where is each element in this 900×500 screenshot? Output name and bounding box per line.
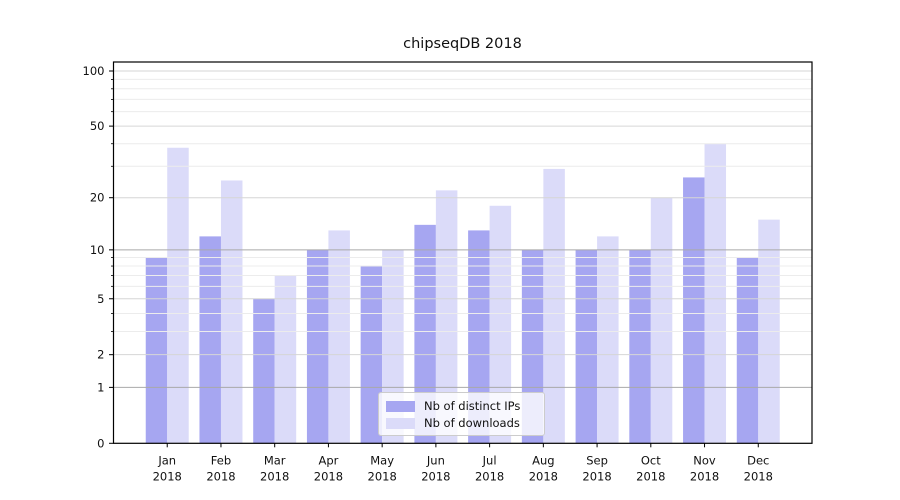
x-tick-label-year: 2018 — [636, 469, 665, 483]
x-tick-label-month: Jan — [157, 453, 176, 467]
bar-jul-distinct-ips — [468, 230, 490, 444]
bar-oct-distinct-ips — [629, 249, 651, 444]
x-tick-label-year: 2018 — [475, 469, 504, 483]
bar-mar-downloads — [274, 275, 297, 444]
bar-aug-downloads — [543, 168, 565, 444]
y-tick-label: 0 — [97, 436, 104, 450]
x-tick-label-year: 2018 — [368, 469, 397, 483]
x-tick-label-month: Dec — [747, 453, 769, 467]
legend-label-distinct-ips: Nb of distinct IPs — [424, 399, 521, 413]
x-tick-label-month: Apr — [318, 453, 338, 467]
x-tick-label-month: Sep — [586, 453, 608, 467]
x-tick-label-year: 2018 — [582, 469, 611, 483]
plot-border — [112, 61, 813, 444]
y-tick-label: 2 — [97, 348, 104, 362]
y-tick-label: 10 — [90, 243, 105, 257]
x-tick-label-month: Feb — [211, 453, 231, 467]
bar-dec-distinct-ips — [736, 257, 759, 444]
x-tick-label-year: 2018 — [744, 469, 773, 483]
x-tick-label-year: 2018 — [153, 469, 182, 483]
bar-sep-distinct-ips — [575, 249, 598, 444]
bar-jan-downloads — [167, 147, 189, 444]
legend-item-downloads: Nb of downloads — [386, 415, 536, 431]
bar-feb-downloads — [220, 180, 243, 444]
x-tick-label-year: 2018 — [206, 469, 235, 483]
y-tick-label: 20 — [90, 191, 105, 205]
legend: Nb of distinct IPs Nb of downloads — [378, 392, 545, 436]
bar-nov-downloads — [704, 143, 727, 444]
bar-feb-distinct-ips — [199, 236, 221, 444]
chart-title: chipseqDB 2018 — [403, 36, 522, 52]
bar-oct-downloads — [650, 197, 673, 444]
bar-mar-distinct-ips — [253, 298, 275, 444]
x-tick-label-month: Oct — [641, 453, 661, 467]
x-tick-label-month: May — [370, 453, 394, 467]
x-tick-label-year: 2018 — [529, 469, 558, 483]
bar-jul-downloads — [489, 205, 512, 444]
y-tick-label: 50 — [90, 119, 105, 133]
bar-nov-distinct-ips — [683, 177, 705, 444]
y-tick-label: 1 — [97, 380, 104, 394]
bar-jan-distinct-ips — [145, 257, 168, 444]
legend-swatch-downloads — [386, 417, 415, 429]
y-tick-label: 100 — [83, 64, 105, 78]
y-tick-label: 5 — [97, 292, 104, 306]
legend-swatch-distinct-ips — [386, 400, 415, 412]
bar-jun-downloads — [435, 190, 458, 444]
legend-label-downloads: Nb of downloads — [424, 416, 520, 430]
x-tick-label-year: 2018 — [314, 469, 343, 483]
legend-item-distinct-ips: Nb of distinct IPs — [386, 398, 536, 414]
bar-apr-distinct-ips — [306, 249, 329, 444]
x-tick-label-year: 2018 — [421, 469, 450, 483]
x-tick-label-year: 2018 — [260, 469, 289, 483]
bar-jun-distinct-ips — [414, 224, 436, 444]
bar-sep-downloads — [597, 236, 619, 444]
x-tick-label-month: Nov — [693, 453, 716, 467]
x-tick-label-year: 2018 — [690, 469, 719, 483]
x-tick-label-month: Jul — [482, 453, 497, 467]
x-tick-label-month: Aug — [532, 453, 554, 467]
bar-apr-downloads — [328, 230, 350, 444]
x-tick-label-month: Jun — [426, 453, 445, 467]
x-tick-label-month: Mar — [264, 453, 286, 467]
